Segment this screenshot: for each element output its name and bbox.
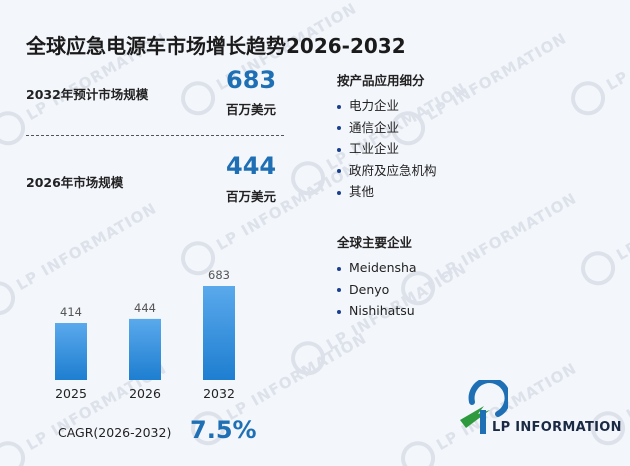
segments-list: 电力企业通信企业工业企业政府及应急机构 其他 <box>337 95 437 203</box>
divider <box>26 135 284 136</box>
segment-item: 通信企业 <box>337 117 437 139</box>
watermark-logo-icon <box>564 75 612 122</box>
segments-title: 按产品应用细分 <box>337 73 425 88</box>
bar-value-label: 414 <box>60 305 82 319</box>
forecast-value: 683 <box>226 66 277 94</box>
bullet-icon <box>337 266 341 271</box>
forecast-unit: 百万美元 <box>226 102 277 117</box>
x-tick-label: 2025 <box>55 386 87 401</box>
bullet-icon <box>337 104 341 109</box>
current-label: 2026年市场规模 <box>26 175 124 190</box>
segment-item-label: 其他 <box>349 184 375 199</box>
logo-text: LP INFORMATION <box>492 420 622 435</box>
watermark-text: LP INFORMATION <box>574 163 630 292</box>
watermark-logo-icon <box>574 245 622 292</box>
watermark-logo-icon <box>0 435 32 466</box>
company-item-label: Meidensha <box>349 260 417 275</box>
companies-list: Meidensha Denyo Nishihatsu <box>337 257 417 322</box>
current-value: 444 <box>226 152 277 180</box>
bullet-icon <box>337 288 341 292</box>
cagr-label: CAGR(2026-2032) <box>58 425 172 440</box>
bar-chart: 414 2025 444 2026 683 2032 <box>55 268 235 401</box>
company-item: Denyo <box>337 279 417 301</box>
watermark-text: LP INFORMATION <box>564 0 630 122</box>
segment-item-label: 政府及应急机构 <box>349 162 437 178</box>
x-tick-label: 2032 <box>203 386 235 401</box>
segment-item-label: 通信企业 <box>349 119 400 135</box>
company-item-label: Denyo <box>349 281 390 297</box>
company-item: Meidensha <box>337 257 417 279</box>
cagr-value: 7.5% <box>190 416 257 444</box>
segment-item: 电力企业 <box>337 95 437 117</box>
bar-2025 <box>55 323 87 380</box>
lp-logo-icon <box>460 380 508 434</box>
bar-2026 <box>129 318 161 380</box>
bullet-icon <box>337 169 341 173</box>
companies-title: 全球主要企业 <box>337 235 413 250</box>
x-tick-label: 2026 <box>129 386 161 401</box>
page-title: 全球应急电源车市场增长趋势2026-2032 <box>26 34 406 58</box>
segment-item: 工业企业 <box>337 138 437 160</box>
forecast-label: 2032年预计市场规模 <box>26 87 149 102</box>
segment-item-label: 电力企业 <box>349 98 400 113</box>
current-unit: 百万美元 <box>226 189 277 204</box>
bullet-icon <box>337 126 341 130</box>
segment-item-label: 工业企业 <box>349 141 400 156</box>
segment-item: 政府及应急机构 <box>337 160 437 182</box>
bullet-icon <box>337 147 341 152</box>
company-item: Nishihatsu <box>337 300 417 322</box>
watermark-logo-icon <box>394 435 442 466</box>
bar-value-label: 683 <box>208 268 230 282</box>
bar-value-label: 444 <box>134 301 156 315</box>
bullet-icon <box>337 309 341 314</box>
bullet-icon <box>337 190 341 195</box>
company-item-label: Nishihatsu <box>349 303 415 318</box>
bar-2032 <box>203 286 235 380</box>
segment-item: 其他 <box>337 181 437 203</box>
